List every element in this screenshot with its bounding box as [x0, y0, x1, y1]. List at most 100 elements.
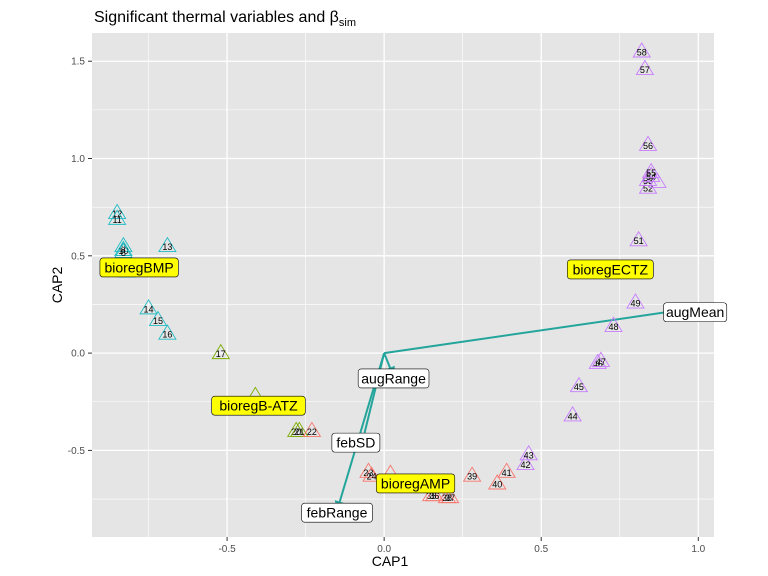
point-label: 14: [144, 304, 154, 314]
point-label: 21: [294, 427, 304, 437]
point-marker: [139, 298, 158, 315]
vector-label: febSD: [331, 432, 381, 453]
point-label: 16: [162, 330, 172, 340]
point-marker: [437, 487, 457, 504]
point-label: 13: [162, 242, 172, 252]
bioregion-label-text: bioregECTZ: [573, 261, 649, 277]
vector-label: augMean: [663, 302, 728, 323]
y-tick-label: 0.0: [71, 349, 85, 360]
bioregion-label: bioregECTZ: [567, 259, 654, 280]
point-marker: [638, 178, 658, 194]
vector-label: febRange: [301, 502, 373, 523]
point-marker: [632, 42, 652, 58]
point-label: 52: [643, 184, 653, 194]
point-marker: [114, 236, 133, 253]
point-label: 43: [524, 450, 534, 460]
point-label: 46: [593, 359, 603, 369]
point-label: 53: [643, 176, 653, 186]
vector-label-box: [331, 432, 381, 453]
bioregion-label-box: [567, 259, 654, 280]
point-marker: [563, 406, 582, 422]
point-marker: [648, 172, 667, 188]
y-tick-label: -0.5: [68, 446, 86, 457]
point-label: 48: [608, 322, 618, 332]
point-label: 49: [630, 299, 640, 309]
chart-title: Significant thermal variables and βsim: [94, 9, 356, 29]
bioregion-label: bioregB-ATZ: [211, 395, 306, 416]
point-marker: [158, 324, 177, 340]
x-axis-label: CAP1: [372, 553, 409, 569]
point-marker: [148, 310, 168, 327]
chart-title-main: Significant thermal variables and β: [94, 9, 339, 26]
bioregion-label-box: [99, 257, 179, 278]
point-marker: [638, 170, 658, 186]
x-tick-label: 0.5: [534, 544, 548, 555]
point-marker: [569, 376, 589, 393]
point-label: 12: [112, 209, 122, 219]
label-layer: augMean augRange febSD febRange bioregBMP bio…: [99, 257, 728, 523]
point-label: 17: [216, 349, 226, 359]
bioregion-label-box: [376, 473, 456, 494]
point-label: 8: [121, 248, 126, 258]
point-marker: [462, 466, 482, 482]
point-marker: [107, 203, 127, 219]
axis-ticks: -0.5 0.0 0.5 1.0 -0.5 0.0 0.5 1.0 1.5: [68, 57, 706, 555]
point-label: 55: [646, 168, 656, 178]
vector-label-text: febSD: [336, 435, 375, 451]
point-label: 42: [521, 460, 531, 470]
x-tick-label: 0.0: [377, 544, 391, 555]
point-marker: [158, 236, 177, 253]
point-marker: [591, 351, 611, 367]
point-label: 15: [153, 316, 163, 326]
point-marker: [211, 343, 231, 360]
point-label: 11: [112, 215, 121, 225]
vector-label-text: augMean: [666, 304, 724, 320]
bioregion-label-text: bioregAMP: [381, 475, 450, 491]
point-label: 39: [467, 472, 477, 482]
point-label: 24: [367, 472, 377, 482]
point-marker: [497, 462, 516, 478]
bioregion-label-text: bioregBMP: [104, 259, 173, 275]
point-label: 58: [637, 47, 647, 57]
point-marker: [635, 59, 655, 75]
y-axis-label: CAP2: [49, 267, 65, 304]
vector-label-text: augRange: [361, 370, 426, 386]
point-marker: [638, 135, 658, 151]
point-label: 54: [646, 172, 656, 182]
vector-arrow: [384, 309, 680, 355]
point-marker: [604, 316, 623, 332]
point-marker: [516, 454, 535, 471]
bioregion-label: bioregBMP: [99, 257, 179, 278]
point-label: 9: [121, 242, 126, 252]
point-marker: [114, 242, 133, 258]
point-label: 40: [492, 479, 502, 489]
point-marker: [629, 230, 648, 247]
chart-title-subscript: sim: [339, 17, 356, 29]
plot-panel: [92, 33, 714, 537]
point-label: 38: [442, 493, 452, 503]
point-label: 51: [634, 236, 644, 246]
point-label: 22: [307, 427, 317, 437]
y-tick-label: 1.5: [71, 57, 85, 68]
point-marker: [425, 485, 444, 502]
x-tick-label: -0.5: [218, 544, 236, 555]
point-marker: [519, 444, 538, 461]
point-label: 36: [429, 491, 439, 501]
bioregion-label-text: bioregB-ATZ: [219, 398, 298, 414]
point-marker: [359, 462, 378, 478]
point-marker: [641, 166, 661, 183]
y-tick-label: 0.5: [71, 251, 85, 262]
x-tick-label: 1.0: [691, 544, 705, 555]
vector-label-text: febRange: [307, 505, 368, 521]
point-marker: [626, 293, 645, 309]
point-label: 44: [568, 411, 578, 421]
point-label: 35: [426, 491, 436, 501]
point-label: 57: [640, 65, 650, 75]
bioregion-label: bioregAMP: [376, 473, 456, 494]
vector-label-box: [663, 302, 728, 323]
point-marker: [487, 474, 507, 490]
point-label: 37: [445, 493, 455, 503]
grid-major: [92, 33, 714, 537]
